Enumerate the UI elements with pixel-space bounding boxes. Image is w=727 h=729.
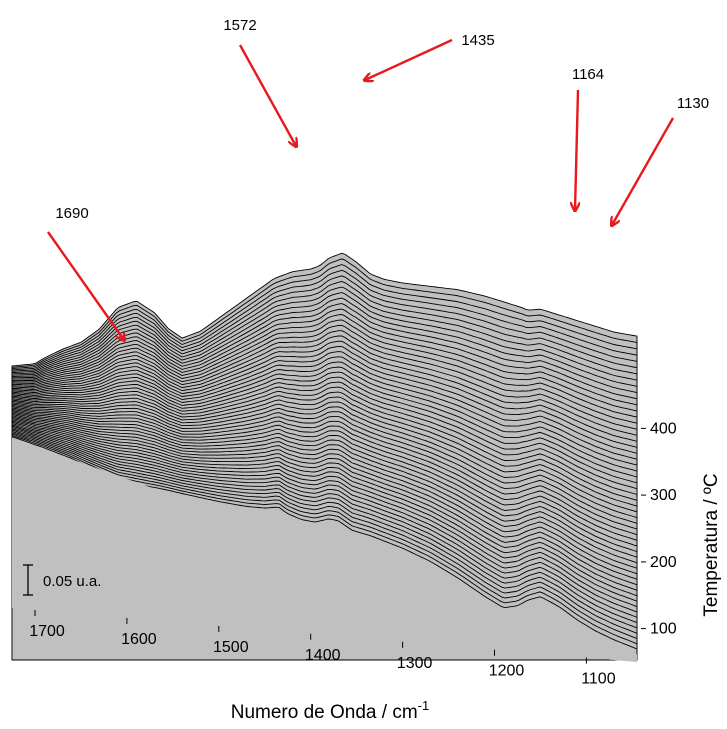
scale-bar-label: 0.05 u.a. bbox=[43, 573, 101, 590]
z-tick-label: 100 bbox=[650, 621, 677, 638]
x-tick-label: 1300 bbox=[397, 655, 433, 672]
x-axis-title-superscript: -1 bbox=[418, 698, 430, 713]
z-tick-label: 400 bbox=[650, 420, 677, 437]
x-tick-label: 1100 bbox=[581, 671, 616, 688]
peak-label: 1130 bbox=[677, 95, 709, 112]
peak-annotations: 1690 1572 1435 1164 1130 bbox=[47, 17, 709, 340]
scale-bar: 0.05 u.a. bbox=[23, 564, 101, 596]
peak-arrow bbox=[612, 117, 675, 225]
peak-label: 1572 bbox=[223, 17, 256, 34]
peak-label: 1435 bbox=[461, 32, 494, 49]
z-tick-label: 300 bbox=[650, 487, 677, 504]
surface-front-face bbox=[12, 438, 637, 662]
x-axis-title: Numero de Onda / cm-1 bbox=[231, 698, 429, 723]
peak-arrow bbox=[365, 38, 453, 80]
temperature-axis-title: Temperatura / ºC bbox=[701, 473, 722, 616]
peak-label: 1164 bbox=[572, 66, 604, 83]
x-tick-label: 1200 bbox=[489, 663, 525, 680]
peak-arrow bbox=[575, 89, 578, 210]
peak-label: 1690 bbox=[55, 205, 88, 222]
temperature-axis: 100 200 300 400 bbox=[641, 420, 677, 638]
x-tick-label: 1500 bbox=[213, 639, 249, 656]
x-tick-label: 1600 bbox=[121, 631, 157, 648]
x-axis: 1700 1600 1500 1400 1300 1200 1100 bbox=[29, 610, 616, 688]
x-tick-label: 1400 bbox=[305, 647, 341, 664]
peak-arrow bbox=[47, 231, 124, 340]
x-axis-title-text: Numero de Onda / cm bbox=[231, 702, 418, 723]
spectra-surface bbox=[11, 252, 638, 680]
z-tick-label: 200 bbox=[650, 554, 677, 571]
peak-arrow bbox=[238, 44, 296, 146]
x-tick-label: 1700 bbox=[29, 623, 65, 640]
